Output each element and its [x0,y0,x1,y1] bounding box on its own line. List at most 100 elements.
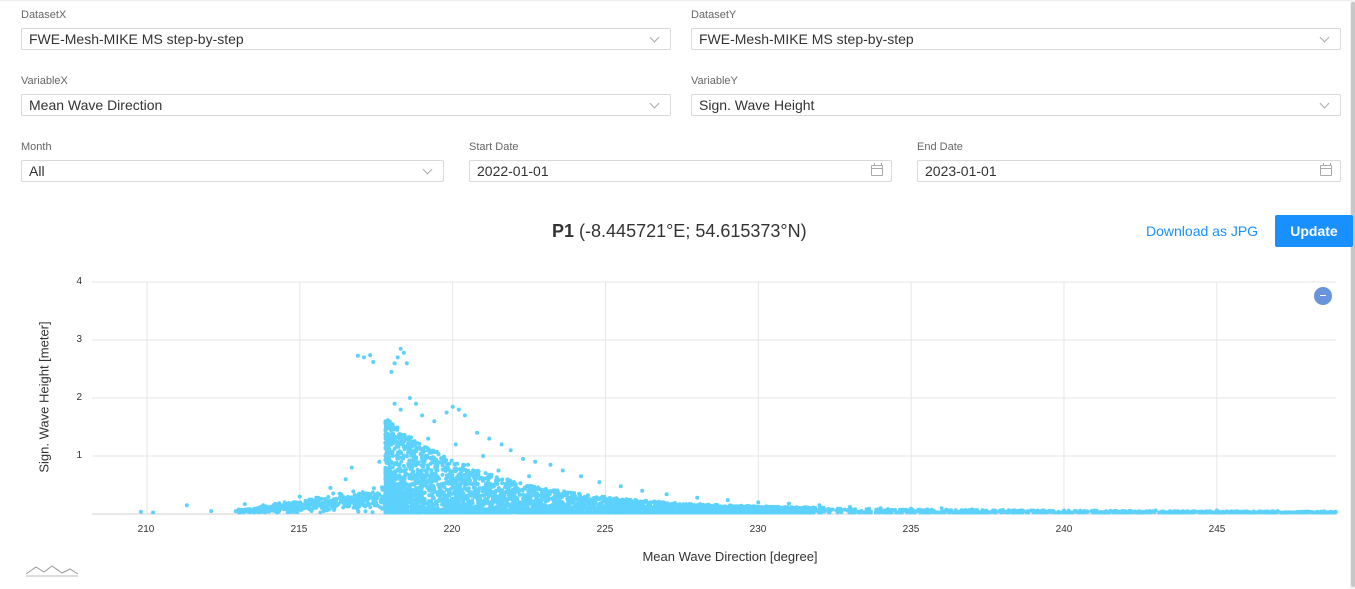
scatter-point [506,479,511,483]
download-jpg-link[interactable]: Download as JPG [1146,223,1259,239]
scatter-point [521,496,525,501]
scatter-point [458,471,463,476]
scatter-point [439,489,444,494]
scatter-point [818,510,823,515]
scatter-point [398,477,403,482]
scatter-point [458,477,463,482]
scatter-point [391,475,396,480]
scatter-point [277,501,282,506]
scatter-point [479,510,484,515]
dataset-x-select[interactable]: FWE-Mesh-MIKE MS step-by-step [21,28,671,50]
scatter-point [893,508,897,512]
scatter-point [516,487,521,492]
scatter-point [1330,510,1335,515]
scatter-point [425,480,430,485]
scatter-point [368,492,373,497]
scatter-point [465,498,470,503]
month-label: Month [21,141,52,153]
scatter-point [1139,509,1144,514]
scatter-point [402,432,407,437]
scatter-point [390,422,395,427]
scatter-point [449,458,454,463]
scatter-point [597,497,602,501]
end-date-value: 2023-01-01 [925,163,997,179]
scatter-point [430,479,435,484]
scrollbar-thumb[interactable] [1351,2,1355,587]
scatter-point [977,510,982,515]
scatter-point [599,505,604,510]
scatter-point [423,454,428,458]
scatter-point [822,509,827,514]
dataset-y-select[interactable]: FWE-Mesh-MIKE MS step-by-step [691,28,1341,50]
scatter-point [435,468,440,473]
scatter-point [320,500,325,505]
scatter-point [773,510,778,515]
scatter-point [419,452,424,457]
scatter-point [981,509,986,514]
scatter-point [395,452,400,457]
scatter-point [442,485,447,490]
month-select[interactable]: All [21,160,444,182]
scatter-point [430,492,435,497]
scatter-point [530,488,535,492]
scatter-point [1295,510,1300,514]
variable-y-select[interactable]: Sign. Wave Height [691,94,1341,116]
scatter-point [427,493,432,498]
scatter-point [342,501,347,506]
scatter-point [316,503,321,508]
scatter-point [482,493,487,498]
scatter-point [496,486,501,491]
scatter-point [452,489,457,494]
scatter-point [385,432,390,436]
scatter-point [651,500,656,505]
scatter-point [619,507,624,512]
scatter-point [242,509,247,514]
scatter-point [451,504,456,509]
chart-title: P1 (-8.445721°E; 54.615373°N) [552,221,807,242]
scrollbar[interactable] [1350,0,1355,589]
scatter-point [520,487,525,492]
scatter-point [523,509,528,513]
scatter-point [419,488,424,492]
start-date-picker[interactable]: 2022-01-01 [469,160,892,182]
scatter-point [884,510,889,515]
scatter-point [850,509,855,514]
scatter-point [475,468,480,473]
scatter-point [764,510,768,515]
scatter-point [867,506,872,511]
scatter-point [834,508,839,513]
scatter-point [471,468,476,473]
dataset-x-value: FWE-Mesh-MIKE MS step-by-step [29,31,244,47]
scatter-point [436,452,441,457]
scatter-point [927,510,931,515]
scatter-point [573,497,578,502]
variable-y-value: Sign. Wave Height [699,97,815,113]
scatter-point [579,510,584,515]
scatter-point [477,476,482,481]
scatter-point [889,510,894,515]
scatter-point [367,496,371,501]
scatter-point [394,493,399,498]
scatter-point [584,501,589,506]
scatter-point [513,503,517,508]
scatter-point [1112,508,1117,513]
scatter-point [440,472,445,477]
scatter-point [358,495,363,500]
scatter-point [468,501,473,506]
scatter-point [517,493,522,497]
scatter-point [431,476,436,481]
scatter-point [405,454,409,459]
variable-x-select[interactable]: Mean Wave Direction [21,94,671,116]
scatter-point [433,464,438,469]
scatter-point [936,510,941,515]
scatter-point [401,482,406,487]
scatter-point [375,491,380,496]
scatter-point [404,444,409,449]
update-button[interactable]: Update [1275,215,1353,247]
scatter-point [469,490,474,495]
scatter-point [531,499,535,504]
scatter-point [417,445,422,450]
scatter-point [535,493,539,498]
end-date-picker[interactable]: 2023-01-01 [917,160,1341,182]
